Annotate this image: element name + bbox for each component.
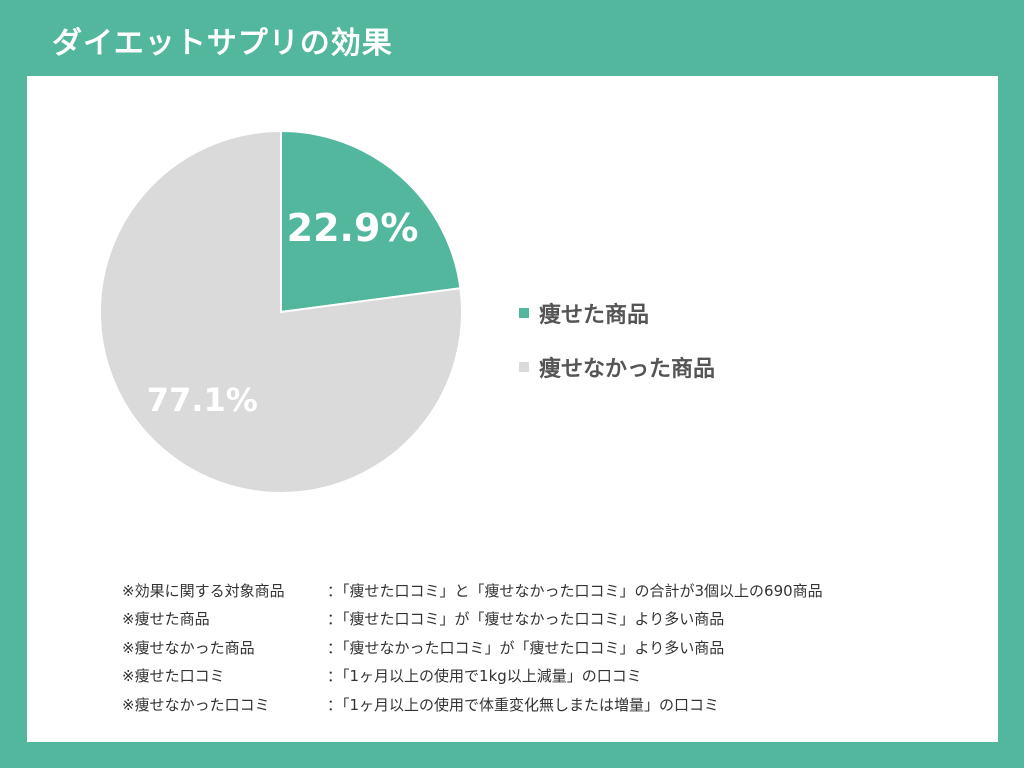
legend: 痩せた商品 痩せなかった商品 xyxy=(519,286,715,394)
legend-item-not-slimmed: 痩せなかった商品 xyxy=(519,340,715,394)
footnote-row: ※効果に関する対象商品 ：「痩せた口コミ」と「痩せなかった口コミ」の合計が3個以… xyxy=(122,576,823,605)
pie-data-label-1: 77.1% xyxy=(147,381,258,419)
footnotes: ※効果に関する対象商品 ：「痩せた口コミ」と「痩せなかった口コミ」の合計が3個以… xyxy=(122,576,823,719)
footnote-term: ※痩せた商品 xyxy=(122,610,210,629)
chart-title: ダイエットサプリの効果 xyxy=(52,26,393,61)
pie-slice-0 xyxy=(280,129,462,314)
legend-label-not-slimmed: 痩せなかった商品 xyxy=(539,357,716,382)
footnote-definition: ：「痩せた口コミ」と「痩せなかった口コミ」の合計が3個以上の690商品 xyxy=(327,581,823,600)
footnote-definition: ：「1ヶ月以上の使用で1kg以上減量」の口コミ xyxy=(327,667,642,686)
legend-swatch-not-slimmed xyxy=(519,362,529,372)
footnote-definition: ：「痩せなかった口コミ」が「痩せた口コミ」より多い商品 xyxy=(327,638,725,657)
pie-data-label-0: 22.9% xyxy=(287,206,419,250)
footnote-row: ※痩せた口コミ ：「1ヶ月以上の使用で1kg以上減量」の口コミ xyxy=(122,662,823,691)
pie-slice-1 xyxy=(99,129,463,494)
footnote-term: ※痩せた口コミ xyxy=(122,667,225,686)
legend-label-slimmed: 痩せた商品 xyxy=(539,303,650,328)
chart-panel: 22.9% 77.1% 痩せた商品 痩せなかった商品 ※効果に関する対象商品 ：「… xyxy=(27,76,998,742)
footnote-row: ※痩せなかった商品 ：「痩せなかった口コミ」が「痩せた口コミ」より多い商品 xyxy=(122,633,823,662)
pie-chart: 22.9% 77.1% xyxy=(99,129,463,494)
footnote-term: ※効果に関する対象商品 xyxy=(122,581,285,600)
footnote-term: ※痩せなかった口コミ xyxy=(122,695,270,714)
footnote-definition: ：「1ヶ月以上の使用で体重変化無しまたは増量」の口コミ xyxy=(327,695,720,714)
legend-swatch-slimmed xyxy=(519,308,529,318)
footnote-term: ※痩せなかった商品 xyxy=(122,638,255,657)
legend-item-slimmed: 痩せた商品 xyxy=(519,286,715,340)
footnote-definition: ：「痩せた口コミ」が「痩せなかった口コミ」より多い商品 xyxy=(327,610,725,629)
footnote-row: ※痩せた商品 ：「痩せた口コミ」が「痩せなかった口コミ」より多い商品 xyxy=(122,605,823,634)
footnote-row: ※痩せなかった口コミ ：「1ヶ月以上の使用で体重変化無しまたは増量」の口コミ xyxy=(122,690,823,719)
